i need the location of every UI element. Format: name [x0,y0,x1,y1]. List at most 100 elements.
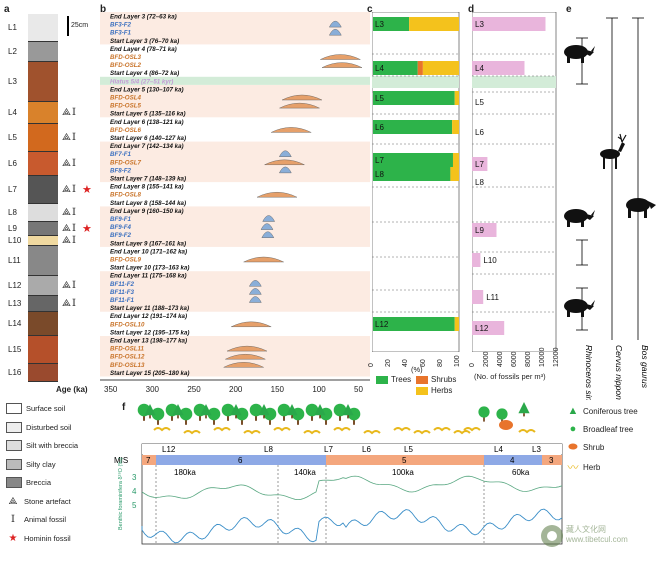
lithology-swatch [6,403,22,414]
pollen-bar [373,17,410,31]
sample-label: End Layer 12 (191–174 ka) [110,313,187,320]
f-ytick: 3 [132,473,137,482]
fossil-bar [472,290,484,304]
lithology-swatch [6,458,22,470]
coniferous-tree-icon [314,404,326,419]
fossil-bar [472,157,488,171]
age-distribution [256,192,298,198]
stone-artefact-icon: ⟁ [62,280,71,291]
sample-label: End Layer 7 (142–134 ka) [110,143,184,150]
broadleaf-tree-icon [277,403,291,421]
scale-bar-label: 25cm [71,22,89,29]
herbs-label: Herbs [431,386,453,395]
mis-stage [326,455,484,465]
sample-label: BFD-OSL8 [110,192,141,199]
deer-icon [600,133,627,169]
pollen-tick-label: 20 [385,359,393,367]
age-tick-label: 350 [104,385,118,394]
f-ytick: 5 [132,501,137,510]
broadleaf-tree-icon [207,407,221,425]
coniferous-tree-icon [172,404,184,419]
fossil-axis-label: (No. of fossils per m³) [474,372,546,381]
sample-label: BFD-OSL11 [110,346,144,353]
sample-label: BF7-F1 [110,151,132,158]
sample-label: Start Layer 12 (195–175 ka) [110,329,189,336]
mis-stage [542,455,562,465]
legend-shrubs: Shrubs [416,375,456,384]
legend-label: Stone artefact [24,496,71,506]
herb-icon [453,430,471,435]
broadleaf-tree-icon [333,403,347,421]
fossil-frame [472,12,557,352]
hominin-fossil-icon: ★ [82,223,92,235]
pollen-bar [409,17,459,31]
age-distribution [321,62,363,68]
legend-f-item: 〰 Herb [566,459,601,475]
watermark-text: 藏人文化网 www.tibetcul.com [566,525,628,544]
strat-layer [28,152,58,176]
f-layer-label: L5 [404,445,413,454]
layer-band [100,84,370,118]
sample-label: Start Layer 4 (86–72 ka) [110,70,179,77]
strat-layer-label: L15 [8,345,22,354]
strat-layer [28,42,58,62]
animal-fossil-icon: 𝕀 [72,235,76,246]
lithology-swatch [6,421,22,433]
shrub-icon: ⬬ [568,441,578,453]
sample-label: BFD-OSL7 [110,159,141,166]
legend-item: Disturbed soil [6,421,71,433]
stone-artefact-icon: ⟁ [62,158,71,169]
f-layer-label: L4 [494,445,503,454]
layer-band [100,141,370,183]
sample-label: BFD-OSL2 [110,62,141,69]
legend-item: ⟁ Stone artefact [6,496,71,507]
sample-label: End Layer 9 (160–150 ka) [110,208,184,215]
stone-artefact-icon: ⟁ [62,107,71,118]
strat-layer [28,296,58,312]
sample-label: End Layer 4 (78–71 ka) [110,46,177,53]
fossil-bar [472,17,546,31]
f-layer-label: L7 [324,445,333,454]
layer-band [100,271,370,312]
sample-label: BFD-OSL10 [110,321,145,328]
age-distribution [279,166,292,174]
sample-label: BF9-F4 [110,224,132,231]
f-age-label: 60ka [512,468,530,477]
age-distribution [279,150,292,157]
strat-layer [28,364,58,382]
sample-label: End Layer 6 (138–121 ka) [110,119,184,126]
shrub-icon [499,420,513,430]
f-ytick: 4 [132,487,137,496]
sample-label: Start Layer 6 (140–127 ka) [110,135,186,142]
strat-layer [28,222,58,236]
herb-icon [393,427,411,432]
coniferous-tree-icon [342,404,354,419]
sample-label: Start Layer 15 (205–180 ka) [110,370,189,377]
age-distribution [243,256,284,263]
pollen-bar [450,167,459,181]
legend-f-label: Herb [583,462,601,472]
layer-row [142,444,562,454]
sample-label: End Layer 3 (72–63 ka) [110,14,177,21]
mis-stage-label: 6 [238,456,243,465]
strat-layer-label: L8 [8,208,17,217]
strat-layer [28,204,58,222]
age-tick-label: 200 [229,385,243,394]
mis-stage-label: 5 [402,456,407,465]
f-age-label: 140ka [294,468,316,477]
species-label: Cervus nippon [614,345,624,400]
pollen-bar [373,153,453,167]
age-distribution [264,159,305,165]
fossil-tick-label: 8000 [525,351,532,367]
mis-stage-label: 7 [146,456,151,465]
pollen-row-label: L7 [375,156,384,165]
legend-item: 𝕀 Animal fossil [6,514,66,525]
sample-label: BFD-OSL5 [110,103,141,110]
herb-icon [363,430,381,435]
herb-icon [243,430,261,435]
pollen-bar [373,120,453,134]
pollen-chart: L3 L4 L5 L6 L7 L8 L12 [372,12,460,352]
layer-band [100,12,370,45]
legend-f-label: Coniferous tree [583,406,638,416]
fossil-chart: L3 L4 L5 L6 L7 L8 L9 L10 L11 L12 [472,12,557,352]
